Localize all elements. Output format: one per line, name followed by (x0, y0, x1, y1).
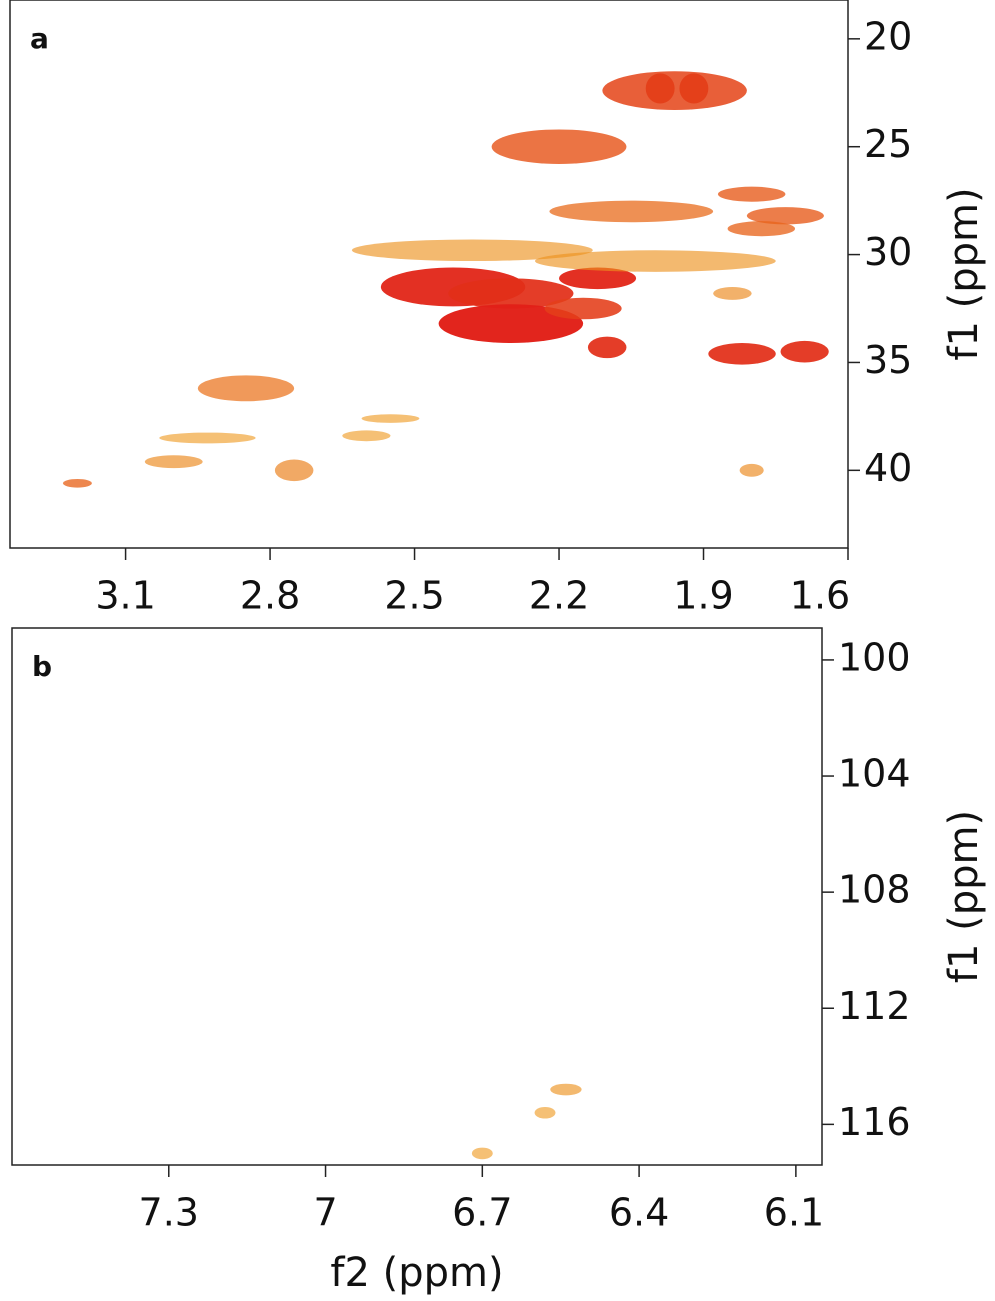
peak (602, 71, 747, 111)
peak (534, 250, 776, 272)
y-tick-label: 112 (838, 984, 911, 1028)
peak (159, 432, 256, 444)
y-axis-label: f1 (ppm) (941, 810, 987, 983)
y-tick-label: 20 (864, 14, 912, 58)
x-tick-label: 7 (313, 1191, 337, 1235)
plot-area (62, 71, 829, 488)
peak (544, 297, 622, 320)
peak (491, 129, 627, 164)
peak (471, 1147, 493, 1160)
peak (550, 1083, 582, 1096)
x-tick-label: 6.4 (609, 1191, 669, 1235)
y-tick-label: 25 (864, 122, 912, 166)
peak (438, 304, 584, 344)
x-tick-label: 2.2 (529, 574, 589, 618)
peak (549, 200, 714, 223)
x-tick-label: 2.5 (384, 574, 444, 618)
peak (274, 459, 314, 482)
peak (351, 239, 593, 262)
plot-area (471, 1083, 582, 1160)
x-axis-label: f2 (ppm) (330, 1250, 503, 1296)
peak (448, 278, 574, 309)
peak (361, 414, 420, 423)
y-tick-label: 116 (838, 1100, 911, 1144)
panel-label: a (30, 22, 49, 55)
peak (727, 221, 796, 237)
x-tick-label: 1.9 (673, 574, 733, 618)
peak (534, 1106, 556, 1119)
y-axis-label: f1 (ppm) (941, 187, 987, 360)
peak (708, 343, 776, 365)
peak (739, 463, 764, 477)
peak (144, 455, 203, 469)
plot-frame (11, 627, 823, 1166)
x-tick-label: 7.3 (139, 1191, 199, 1235)
y-tick-label: 30 (864, 230, 912, 274)
y-tick-label: 35 (864, 338, 912, 382)
peak (587, 336, 627, 359)
x-tick-label: 3.1 (95, 574, 155, 618)
peak (717, 186, 786, 202)
peak (342, 430, 391, 442)
peak (559, 267, 637, 290)
peak (780, 340, 829, 363)
x-tick-label: 6.1 (764, 1191, 824, 1235)
x-tick-label: 1.6 (790, 574, 850, 618)
y-tick-label: 108 (838, 868, 911, 912)
x-tick-label: 6.7 (452, 1191, 512, 1235)
peak (62, 478, 92, 488)
x-tick-label: 2.8 (240, 574, 300, 618)
plot-frame (9, 0, 849, 549)
peak (746, 207, 824, 225)
panel-label: b (32, 650, 52, 683)
y-tick-label: 104 (838, 752, 911, 796)
peak (713, 286, 752, 300)
peak (197, 375, 295, 402)
y-tick-label: 40 (864, 446, 912, 490)
y-tick-label: 100 (838, 635, 911, 679)
